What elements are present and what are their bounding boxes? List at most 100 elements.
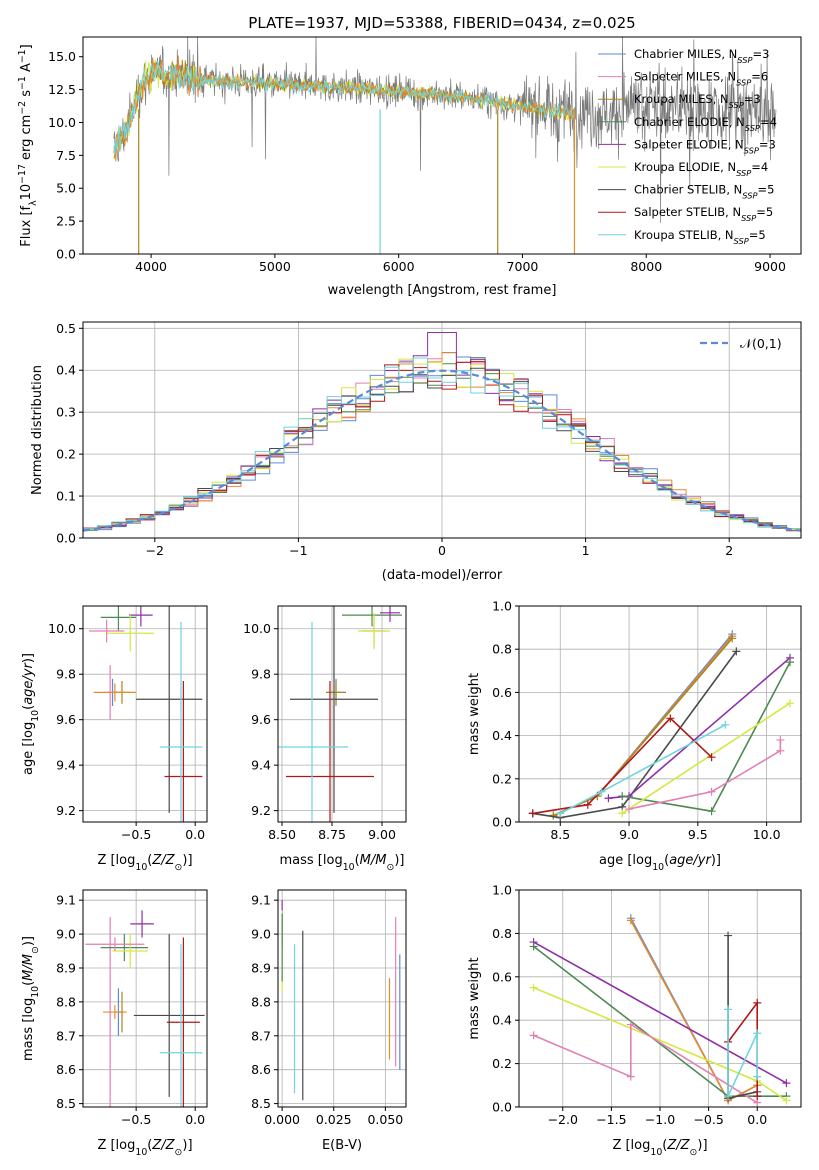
y-tick-label: 8.6 [56,1062,76,1077]
legend-entry-part: SSP [742,191,757,201]
x-axis-label-part: Z [log [97,853,135,868]
histogram-step-line [83,358,801,531]
legend-entry-part: =3 [744,92,761,106]
x-tick-label: 1 [582,543,590,558]
series-marker [626,1072,635,1081]
x-axis-label-part: 10 [652,862,664,873]
x-tick-label: 9.5 [688,827,708,842]
series-line [727,1009,759,1097]
series-marker [666,714,675,723]
errorbar-point [326,681,346,704]
axes-age-vs-Z: −0.5 0.09.29.49.69.810.0Z [log10(Z/Z⊙)]ag… [21,605,208,873]
series-line [727,1000,759,1097]
errorbar-point [290,606,378,813]
plot-area [529,914,791,1107]
x-axis-label-part: )] [697,1138,707,1153]
legend-entry-part: SSP [736,78,751,88]
y-tick-label: 0.6 [492,969,512,984]
x-axis-label-part: 10 [343,862,355,873]
x-tick-label: 5000 [259,259,291,274]
axes-spectrum: 4000 5000 6000 7000 8000 9000 0.0 2.5 5.0 7.5 10.0… [17,36,802,298]
axes-age-vs-mass: 8.50 8.75 9.00 9.2 9.4 9.6 9.8 10.0 mass [log10(… [243,605,407,873]
legend-entry-part: Chabrier ELODIE, N [634,115,745,129]
errorbar-point [88,619,125,643]
errorbar-point [85,937,145,952]
y-tick-label: 9.6 [251,712,271,727]
axes-mass-vs-E(B-V): 0.000 0.025 0.050 8.5 8.6 8.7 8.8 8.9 9.0 9.1 E(B-… [251,889,407,1153]
y-tick-label: 0.0 [492,815,512,830]
errorbar-point [112,934,148,968]
x-tick-label: −0.5 [693,1112,723,1127]
x-tick-label: 9000 [754,259,786,274]
legend-entry: Salpeter ELODIE, NSSP=3 [634,137,776,155]
y-tick-label: 10.0 [243,621,271,636]
y-axis-label-part: ] [19,44,34,49]
series-marker [728,634,737,643]
y-tick-label: 0.0 [492,1100,512,1115]
series-marker [785,699,794,708]
axes-frame: 8.50 8.75 9.00 9.2 9.4 9.6 9.8 10.0 mass [log10(… [243,605,407,873]
legend-entry-part: =6 [751,70,768,84]
x-tick-label: 7000 [507,259,539,274]
y-tick-label: 9.4 [56,758,76,773]
legend-entry-part: SSP [737,55,752,65]
y-tick-label: 9.0 [251,927,271,942]
x-tick-label: 0.000 [264,1112,300,1127]
axes-border [82,605,208,823]
plot-area [528,630,794,822]
y-tick-label: 10.0 [48,115,76,130]
legend-entry-part: SSP [744,145,759,155]
legend-entry-part: Salpeter MILES, N [634,70,736,84]
series-line [628,739,782,810]
x-tick-label: 4000 [135,259,167,274]
plot-area [85,910,205,1107]
series-marker [707,807,716,816]
plot-area [88,606,203,822]
axes-border [82,889,208,1108]
x-tick-label: 0.050 [367,1112,403,1127]
axes-frame: 4000 5000 6000 7000 8000 9000 0.0 2.5 5.0 7.5 10.0… [17,36,802,298]
y-axis-label-part: ⊙ [30,946,41,954]
y-tick-label: 0.4 [492,728,512,743]
y-axis-label-part: M/M [21,954,36,981]
errorbar-point [380,606,400,622]
y-tick-label: 0.6 [492,685,512,700]
x-tick-label: 0 [438,543,446,558]
y-tick-label: 9.8 [251,667,271,682]
legend-entry-part: Chabrier STELIB, N [634,183,742,197]
axes-mass-vs-Z: −0.5 0.08.58.68.78.88.99.09.1Z [log10(Z/Z… [21,889,208,1158]
series-marker [626,916,635,925]
x-axis-label: Z [log10(Z/Z⊙)] [97,1138,192,1158]
y-tick-label: 8.7 [56,1028,76,1043]
legend-entry-part: =3 [759,137,776,151]
x-axis-label-part: )] [394,853,404,868]
legend-entry: Kroupa STELIB, NSSP=5 [634,228,766,246]
x-axis-label: mass [log10(M/M⊙)] [280,853,405,873]
errorbar-point [278,621,348,822]
axes-mass-weight-vs-Z: −2.0 −1.5 −1.0 −0.5 0.0 0.0 0.2 0.4 0.6 0.8 1.0 Z [… [467,883,802,1158]
series-marker [583,800,592,809]
x-axis-label-part: ( [147,1138,152,1153]
normal-curve [83,369,801,532]
y-axis-label-part: 10 [19,184,34,201]
errorbar-point [133,934,205,1097]
x-tick-label: −0.5 [121,1112,151,1127]
y-tick-label: 9.1 [56,893,76,908]
axes-frame: 0.000 0.025 0.050 8.5 8.6 8.7 8.8 8.9 9.0 9.1 E(B-… [251,889,407,1153]
series-marker [707,787,716,796]
series-marker [529,1031,538,1040]
x-axis-label-part: ( [147,853,152,868]
y-tick-label: 9.6 [56,712,76,727]
y-tick-label: 9.1 [251,893,271,908]
y-axis-label: mass [log10(M/M⊙)] [21,936,41,1061]
y-tick-label: 0.2 [56,447,76,462]
x-axis-label-part: Z/Z [151,1138,175,1153]
x-tick-label: −0.5 [121,827,151,842]
y-tick-label: 8.5 [56,1096,76,1111]
y-tick-label: 1.0 [492,883,512,898]
plot-area [83,332,801,532]
y-axis-label-part: −1 [17,76,28,90]
y-tick-label: 0.2 [492,1056,512,1071]
x-axis-label-part: Z [log [97,1138,135,1153]
y-tick-label: 7.5 [56,148,76,163]
